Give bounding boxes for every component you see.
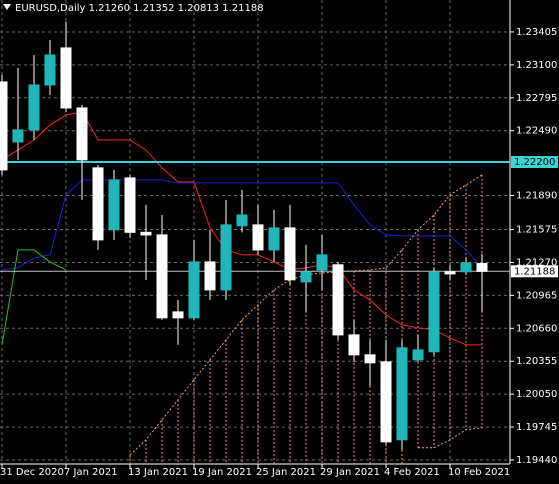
y-tick-label: 1.19440 [516,455,557,466]
x-tick-label: 13 Jan 2021 [128,467,188,478]
candle-body [204,261,216,291]
x-tick-label: 4 Feb 2021 [384,467,440,478]
y-tick-label: 1.23405 [516,27,557,38]
indicator-line [129,174,483,456]
y-tick-label: 1.23100 [516,60,557,71]
y-tick-label: 1.20355 [516,356,557,367]
candle-body [444,271,456,275]
indicator-line [1,249,67,345]
candle-body [156,234,168,319]
candle-body [0,81,8,171]
y-tick-label: 1.20965 [516,290,557,301]
candle-body [140,231,152,236]
candle-body [268,227,280,251]
x-tick-label: 25 Jan 2021 [256,467,316,478]
candle-body [412,349,424,361]
candle-body [172,311,184,319]
candle-body [300,271,312,283]
candle-body [380,361,392,443]
x-tick-label: 7 Jan 2021 [64,467,118,478]
candle-body [76,107,88,161]
candle-body [364,354,376,364]
candle-body [396,347,408,441]
y-tick-label: 1.20660 [516,323,557,334]
y-tick-label: 1.19745 [516,422,557,433]
x-tick-label: 19 Jan 2021 [192,467,252,478]
y-tick-label: 1.22490 [516,126,557,137]
x-tick-label: 31 Dec 2020 [0,467,64,478]
candle-body [124,177,136,233]
y-tick-label: 1.21890 [516,191,557,202]
y-tick-label: 1.22795 [516,93,557,104]
x-tick-label: 29 Jan 2021 [320,467,380,478]
indicator-line [418,427,483,449]
price-label: 1.22200 [514,157,555,168]
candle-body [92,167,104,241]
candle-body [476,263,488,272]
candle-body [316,254,328,271]
candle-body [460,262,472,273]
candle-body [348,334,360,356]
candle-body [28,84,40,131]
chart-title: EURUSD,Daily 1.21260 1.21352 1.20813 1.2… [15,3,264,14]
candle-body [428,271,440,353]
candle-body [236,214,248,227]
x-tick-label: 10 Feb 2021 [448,467,510,478]
candle-body [188,261,200,319]
collapse-icon[interactable] [3,4,11,10]
price-label-box [511,156,558,169]
y-tick-label: 1.21270 [516,257,557,268]
candle-body [284,227,296,281]
y-tick-label: 1.21575 [516,225,557,236]
candle-body [252,224,264,251]
candle-body [108,179,120,231]
candle-body [44,54,56,86]
candle-body [332,264,344,336]
candle-body [12,129,24,143]
price-label-box [511,265,558,278]
candle-body [220,224,232,291]
price-label: 1.21188 [514,266,555,277]
candle-body [60,47,72,109]
y-tick-label: 1.20050 [516,389,557,400]
